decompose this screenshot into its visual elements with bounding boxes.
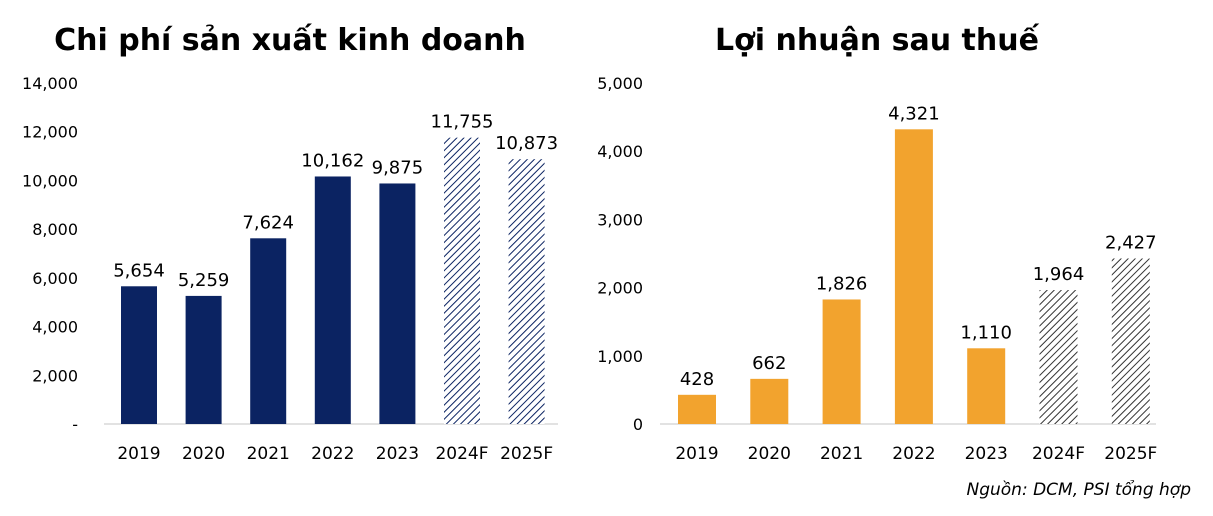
source-note: Nguồn: DCM, PSI tổng hợp	[966, 480, 1192, 500]
data-label: 4,321	[888, 103, 940, 124]
data-label: 1,826	[816, 273, 868, 294]
forecast-bar	[1039, 290, 1078, 424]
y-tick-label: 2,000	[32, 366, 78, 385]
y-tick-label: -	[72, 415, 78, 434]
forecast-bar	[444, 137, 480, 424]
x-category-label: 2021	[820, 444, 863, 464]
chart-net-profit: Lợi nhuận sau thuế 0 1,000 2,000 3,000 4,000 5…	[597, 23, 1157, 464]
data-label: 11,755	[431, 112, 494, 133]
data-label: 7,624	[242, 212, 294, 233]
data-label: 2,427	[1105, 232, 1157, 253]
y-tick-label: 4,000	[597, 142, 643, 161]
y-tick-label: 8,000	[32, 220, 78, 239]
data-label: 5,259	[178, 270, 230, 291]
y-tick-label: 4,000	[32, 318, 78, 337]
x-category-label: 2022	[892, 444, 935, 464]
bar	[967, 348, 1006, 424]
x-category-label: 2022	[311, 444, 354, 464]
data-label: 1,110	[960, 322, 1012, 343]
x-category-label: 2019	[675, 444, 718, 464]
chart-production-cost: Chi phí sản xuất kinh doanh - 2,000 4,000 6,…	[22, 23, 558, 464]
data-label: 5,654	[113, 260, 165, 281]
x-category-label: 2023	[965, 444, 1008, 464]
y-tick-label: 0	[633, 415, 643, 434]
y-tick-label: 12,000	[22, 123, 78, 142]
x-category-label: 2023	[376, 444, 419, 464]
forecast-bar	[508, 159, 545, 424]
x-category-label: 2025F	[1104, 444, 1157, 464]
data-label: 428	[680, 369, 714, 390]
x-category-label: 2019	[117, 444, 160, 464]
x-category-label: 2024F	[1032, 444, 1085, 464]
chart-title: Lợi nhuận sau thuế	[715, 23, 1040, 58]
forecast-bar	[1111, 258, 1150, 424]
y-tick-label: 1,000	[597, 347, 643, 366]
bar	[822, 299, 861, 424]
y-tick-label: 5,000	[597, 74, 643, 93]
x-category-label: 2021	[247, 444, 290, 464]
bar	[250, 238, 287, 424]
data-label: 662	[752, 353, 786, 374]
data-label: 10,162	[301, 150, 364, 171]
data-label: 1,964	[1033, 264, 1085, 285]
x-category-label: 2020	[748, 444, 791, 464]
bar	[678, 394, 716, 424]
x-category-label: 2025F	[500, 444, 553, 464]
y-tick-label: 3,000	[597, 210, 643, 229]
bar	[894, 129, 933, 424]
chart-title: Chi phí sản xuất kinh doanh	[54, 23, 526, 58]
y-tick-label: 2,000	[597, 279, 643, 298]
bar	[750, 378, 789, 424]
bar	[314, 176, 351, 424]
data-label: 10,873	[495, 133, 558, 154]
y-tick-label: 10,000	[22, 171, 78, 190]
bar	[185, 295, 222, 424]
x-category-label: 2020	[182, 444, 225, 464]
bar	[379, 183, 416, 424]
x-category-label: 2024F	[435, 444, 488, 464]
y-tick-label: 6,000	[32, 269, 78, 288]
data-label: 9,875	[372, 157, 424, 178]
bar	[121, 286, 157, 424]
y-tick-label: 14,000	[22, 74, 78, 93]
